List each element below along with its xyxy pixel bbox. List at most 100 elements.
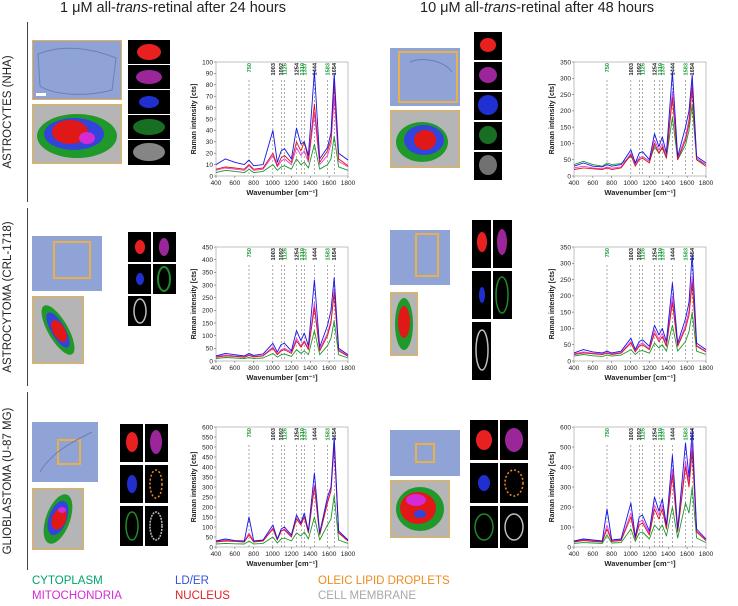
- x-tick-label: 600: [587, 551, 598, 558]
- peak-label: 1003: [629, 428, 635, 440]
- y-tick-label: 20: [206, 151, 214, 158]
- row-label-astrocytes: ASTROCYTES (NHA): [2, 22, 16, 202]
- x-tick-label: 1600: [322, 551, 337, 558]
- peak-label: 1583: [684, 248, 690, 260]
- x-axis-label: Wavenumber [cm⁻¹]: [604, 373, 676, 382]
- peak-label: 1337: [660, 428, 666, 440]
- peak-label: 1337: [302, 248, 308, 260]
- legend-nucleus: NUCLEUS: [175, 590, 230, 602]
- series-line-nucleus: [215, 292, 349, 358]
- y-tick-label: 0: [567, 173, 571, 180]
- x-tick-label: 400: [211, 365, 222, 372]
- y-tick-label: 250: [202, 494, 213, 501]
- y-tick-label: 100: [202, 524, 213, 531]
- x-tick-label: 1000: [623, 551, 638, 558]
- cluster-map-image: [32, 104, 122, 164]
- legend-label: CELL MEMBRANE: [318, 590, 416, 602]
- brightfield-image: [390, 230, 450, 285]
- peak-label: 1126: [640, 63, 646, 75]
- x-tick-label: 800: [248, 551, 259, 558]
- column-title-48h: 10 μM all-trans-retinal after 48 hours: [420, 0, 654, 16]
- peak-label: 1583: [684, 428, 690, 440]
- row-divider: [27, 22, 28, 202]
- series-line-cytoplasm: [215, 494, 349, 545]
- y-tick-label: 250: [560, 92, 571, 99]
- peak-label: 1583: [684, 63, 690, 75]
- y-tick-label: 500: [560, 444, 571, 451]
- x-tick-label: 800: [606, 365, 617, 372]
- peak-label: 1003: [629, 248, 635, 260]
- peak-label: 1310: [300, 63, 306, 75]
- brightfield-image: [32, 236, 102, 291]
- spectrum-chart-nha-48h: 0 50 100 150 200 250 300 350 400 600 800 1000 1200 14…: [548, 40, 714, 211]
- y-tick-label: 50: [206, 346, 214, 353]
- peak-label: 1310: [658, 428, 664, 440]
- peak-label: 750: [247, 248, 253, 257]
- x-tick-label: 600: [587, 365, 598, 372]
- y-axis-label: Raman intensity [cts]: [191, 452, 198, 523]
- y-tick-label: 400: [560, 464, 571, 471]
- peak-label: 1654: [690, 427, 696, 440]
- cluster-map-image: [32, 296, 84, 364]
- y-tick-label: 50: [206, 116, 214, 123]
- x-tick-label: 1200: [642, 551, 657, 558]
- x-tick-label: 1400: [303, 180, 318, 187]
- x-tick-label: 1200: [284, 365, 299, 372]
- row-divider: [27, 392, 28, 570]
- plot-frame: [215, 246, 349, 362]
- x-tick-label: 1000: [265, 551, 280, 558]
- x-tick-label: 600: [229, 180, 240, 187]
- y-axis-label: Raman intensity [cts]: [549, 452, 556, 523]
- spectrum-chart-crl-48h: 0 50 100 150 200 250 300 350 400 600 800 1000 1200 14…: [548, 225, 714, 396]
- cluster-map-image: [390, 292, 418, 356]
- chart-svg: 0 50 100 150 200 250 300 350 400 600 800 1000 1200 14…: [549, 244, 714, 382]
- peak-label: 1444: [312, 427, 318, 440]
- x-tick-label: 1200: [284, 180, 299, 187]
- peak-label: 1310: [300, 248, 306, 260]
- y-tick-label: 0: [209, 358, 213, 365]
- y-tick-label: 200: [560, 108, 571, 115]
- y-tick-label: 200: [202, 308, 213, 315]
- peak-label: 1254: [295, 427, 301, 440]
- series-line-nucleus: [573, 282, 707, 355]
- y-tick-label: 100: [560, 141, 571, 148]
- x-tick-label: 1800: [699, 551, 714, 558]
- peak-label: 1254: [295, 247, 301, 260]
- x-tick-label: 1200: [642, 180, 657, 187]
- y-tick-label: 450: [202, 244, 213, 251]
- x-tick-label: 400: [211, 180, 222, 187]
- x-tick-label: 800: [248, 365, 259, 372]
- plot-frame: [573, 246, 707, 362]
- y-tick-label: 600: [560, 424, 571, 431]
- cluster-map-image: [390, 480, 450, 538]
- title-prefix: 1 μM all-: [60, 0, 116, 16]
- y-tick-label: 0: [567, 544, 571, 551]
- x-tick-label: 400: [569, 180, 580, 187]
- y-tick-label: 0: [209, 173, 213, 180]
- y-tick-label: 200: [202, 504, 213, 511]
- component-maps: [120, 424, 168, 546]
- peak-label: 1003: [271, 63, 277, 75]
- legend-cytoplasm: CYTOPLASM: [32, 575, 103, 587]
- peak-label: 1092: [279, 428, 285, 440]
- peak-label: 1126: [282, 63, 288, 75]
- series-line-mitochondria: [573, 82, 707, 170]
- brightfield-image: [32, 40, 122, 100]
- peak-label: 1254: [653, 427, 659, 440]
- peak-label: 1583: [326, 428, 332, 440]
- y-tick-label: 200: [560, 504, 571, 511]
- y-tick-label: 100: [202, 59, 213, 66]
- series-line-ld-er: [215, 70, 349, 167]
- y-tick-label: 300: [202, 484, 213, 491]
- peak-label: 750: [605, 248, 611, 257]
- series-line-mitochondria: [215, 289, 349, 357]
- peak-label: 1337: [660, 248, 666, 260]
- y-tick-label: 250: [202, 295, 213, 302]
- legend-label: CYTOPLASM: [32, 575, 103, 587]
- title-italic: trans: [483, 0, 517, 16]
- legend-ld-er: LD/ER: [175, 575, 209, 587]
- peak-label: 1310: [300, 428, 306, 440]
- component-maps: [128, 232, 176, 326]
- peak-label: 1337: [302, 63, 308, 75]
- peak-label: 1654: [332, 427, 338, 440]
